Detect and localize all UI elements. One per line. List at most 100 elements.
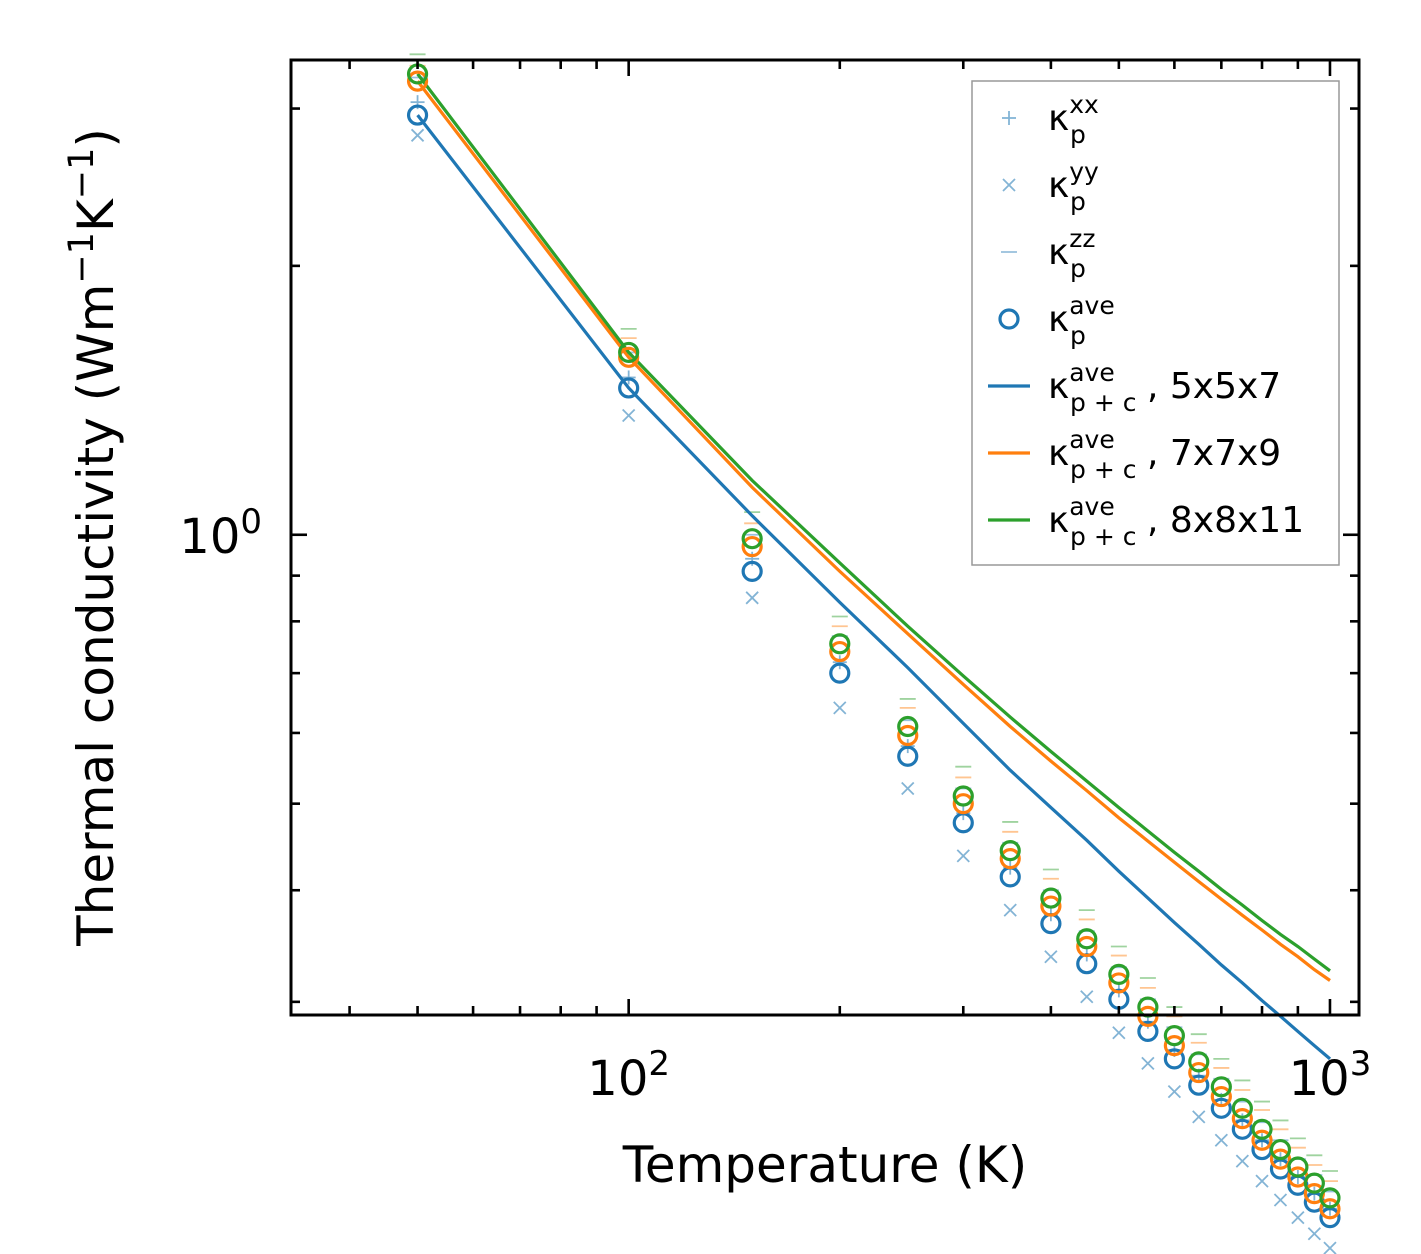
legend-label: κave p + c, 7x7x9 <box>1048 425 1281 484</box>
data-point <box>1108 972 1130 994</box>
legend-box <box>971 80 1340 566</box>
data-point <box>1255 1174 1269 1188</box>
data-point <box>829 662 851 684</box>
data-point <box>901 781 915 796</box>
legend-label: κzz p <box>1048 224 1095 283</box>
data-point <box>1076 928 1098 950</box>
legend-label: κave p <box>1048 291 1115 350</box>
data-point <box>1210 1097 1232 1119</box>
series--p-ave-8x8x11-points <box>406 63 1341 1209</box>
x-tick-label: 102 <box>587 1044 670 1107</box>
data-point <box>1291 1211 1305 1225</box>
data-point <box>1137 1020 1159 1042</box>
legend-label: κave p + c, 5x5x7 <box>1048 358 1281 417</box>
data-point <box>618 377 640 399</box>
data-point <box>1188 1051 1210 1073</box>
data-point <box>1251 1129 1273 1151</box>
legend-label: κave p + c, 8x8x11 <box>1048 492 1304 551</box>
data-point <box>956 849 970 863</box>
data-point <box>1231 1108 1253 1130</box>
data-point <box>1307 1227 1321 1241</box>
data-point <box>741 535 763 558</box>
y-axis-label-k: K <box>67 198 125 232</box>
data-point <box>1319 1187 1341 1209</box>
legend-marker-icon <box>998 308 1020 330</box>
legend-entry: κave p + c, 8x8x11 <box>988 492 1304 551</box>
data-point <box>1210 1076 1232 1098</box>
legend-entry: κave p <box>998 291 1115 350</box>
data-point <box>622 408 636 423</box>
data-point <box>1269 1148 1292 1170</box>
data-point <box>1231 1097 1253 1119</box>
data-point <box>897 715 919 738</box>
y-axis-label-close: ) <box>67 128 125 148</box>
legend-entry: κxx p <box>1002 90 1099 149</box>
data-point <box>829 633 851 655</box>
x-axis-label: Temperature (K) <box>622 1136 1027 1194</box>
data-point <box>833 701 847 715</box>
data-point <box>897 745 919 767</box>
data-point <box>1192 1110 1206 1124</box>
y-axis-label-exp2: −1 <box>62 148 102 200</box>
data-point <box>1167 1085 1182 1099</box>
data-point <box>1231 1118 1253 1140</box>
data-point <box>618 341 640 364</box>
legend-entry: κyy p <box>1002 157 1099 216</box>
series--p-ave-7x7x9-points <box>406 70 1341 1220</box>
legend-entry: κzz p <box>1001 224 1095 283</box>
data-point <box>1163 1048 1185 1070</box>
data-point <box>1188 1074 1210 1096</box>
data-point <box>1251 1118 1273 1140</box>
data-point <box>1108 963 1130 985</box>
axes-frame <box>289 58 1361 1017</box>
data-point <box>1303 1172 1325 1194</box>
y-axis-label-exp1: −1 <box>62 232 102 284</box>
data-point <box>952 793 974 815</box>
legend-entry: κave p + c, 5x5x7 <box>988 358 1281 417</box>
data-point <box>897 724 919 747</box>
data-point <box>1273 1193 1288 1207</box>
data-point <box>1287 1156 1309 1178</box>
data-point <box>741 560 763 582</box>
data-point <box>1040 887 1062 909</box>
series--p-zz-7x7x9 <box>409 64 1338 1182</box>
data-point <box>999 840 1021 862</box>
data-point <box>406 70 429 92</box>
data-point <box>829 640 851 663</box>
series--p-yy <box>410 128 1337 1254</box>
data-point <box>1319 1198 1341 1220</box>
data-point <box>1319 1207 1341 1229</box>
data-point <box>1214 1133 1228 1147</box>
legend: κxx p κyy p κzz p κave p κave p + c, 5x5x7 κave p +… <box>971 80 1340 566</box>
data-point <box>952 785 974 807</box>
legend-label: κxx p <box>1048 90 1099 149</box>
data-point <box>1040 895 1062 917</box>
legend-marker-icon <box>1002 178 1016 192</box>
legend-label: κyy p <box>1048 157 1099 216</box>
data-point <box>1323 1241 1337 1254</box>
data-point <box>741 528 763 550</box>
series-line--p-c-ave-7x7x9 <box>416 80 1331 982</box>
data-point <box>832 655 847 670</box>
data-point <box>1163 1035 1185 1057</box>
series--p-ave-5x5x7-points <box>406 104 1341 1229</box>
tick-labels: 102 103 100 <box>179 502 1371 1107</box>
series-line--p-c-ave-8x8x11 <box>416 72 1331 973</box>
legend-entry: κave p + c, 7x7x9 <box>988 425 1281 484</box>
y-axis-label: Thermal conductivity (Wm−1K−1) <box>62 128 125 947</box>
data-point <box>1235 1154 1249 1168</box>
data-point <box>1044 950 1058 964</box>
data-point <box>1210 1085 1232 1108</box>
data-point <box>1003 903 1017 917</box>
data-point <box>1269 1138 1292 1161</box>
data-point <box>1080 990 1094 1004</box>
data-point <box>1141 1056 1155 1071</box>
y-tick-label: 100 <box>179 502 262 565</box>
legend-marker-icon <box>1002 111 1016 125</box>
data-point <box>1112 1026 1126 1040</box>
data-point <box>999 847 1021 870</box>
data-point <box>1188 1061 1210 1084</box>
data-point <box>406 104 429 126</box>
x-tick-label: 103 <box>1289 1044 1372 1107</box>
